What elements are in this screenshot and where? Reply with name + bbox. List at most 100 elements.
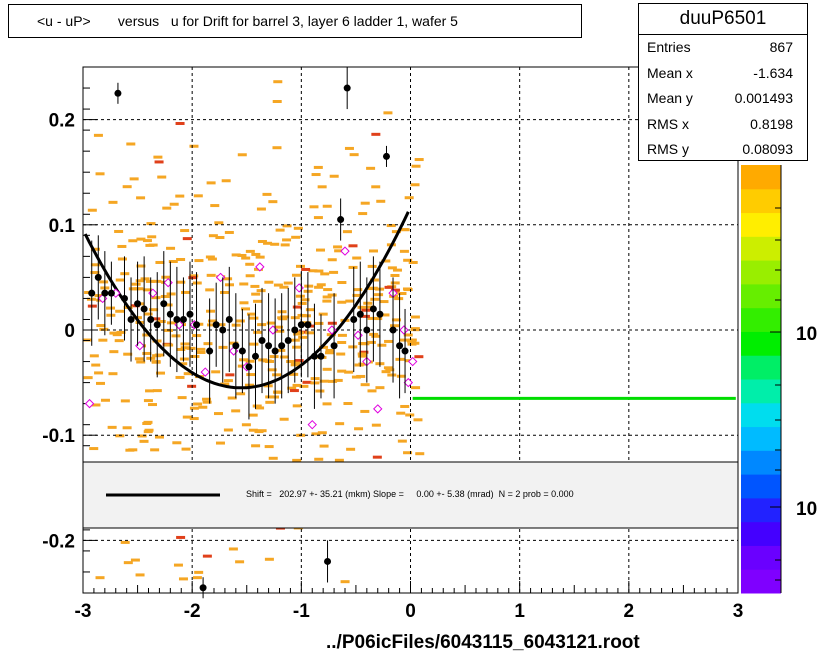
- hist-cell: [333, 245, 343, 249]
- colorbar-bin: [741, 212, 781, 237]
- hist-cell: [290, 316, 300, 320]
- hist-cell: [279, 417, 289, 421]
- hist-cell: [352, 293, 362, 297]
- hist-cell: [211, 370, 221, 374]
- hist-cell: [128, 239, 138, 243]
- hist-cell: [404, 196, 414, 200]
- hist-cell: [115, 434, 125, 438]
- hist-cell: [134, 287, 144, 291]
- hist-cell: [192, 576, 202, 580]
- profile-point: [127, 315, 135, 323]
- profile-point: [101, 289, 109, 297]
- open-marker: [340, 246, 350, 256]
- hist-cell: [302, 380, 312, 384]
- hist-cell: [322, 295, 332, 299]
- hist-cell: [377, 343, 387, 347]
- hist-cell: [314, 269, 324, 273]
- hist-cell: [202, 397, 212, 401]
- hist-cell: [131, 282, 141, 286]
- x-tick-label: 2: [624, 601, 635, 622]
- hist-cell: [150, 448, 160, 452]
- hist-cell: [337, 340, 347, 344]
- hist-cell: [143, 430, 153, 434]
- hist-cell: [272, 146, 282, 150]
- profile-point: [297, 321, 305, 329]
- hist-cell: [117, 244, 127, 248]
- x-tick-label: 1: [514, 601, 525, 622]
- hist-cell: [251, 252, 261, 256]
- hist-cell: [410, 315, 420, 319]
- y-tick-label: -0.2: [42, 531, 75, 552]
- hist-cell: [180, 229, 190, 233]
- hist-cell: [293, 332, 303, 336]
- open-marker: [84, 398, 95, 409]
- hist-cell: [357, 354, 367, 358]
- profile-point: [186, 310, 194, 318]
- hist-cell: [96, 381, 106, 385]
- colorbar-bin: [741, 283, 781, 309]
- hist-cell: [207, 323, 217, 327]
- hist-cell: [129, 177, 139, 181]
- hist-cell: [208, 319, 218, 323]
- hist-cell: [136, 264, 146, 268]
- hist-cell: [128, 448, 138, 452]
- hist-cell: [265, 395, 275, 399]
- hist-cell: [286, 360, 296, 364]
- colorbar-bin: [741, 355, 781, 380]
- hist-cell: [194, 259, 204, 263]
- stats-value: 867: [769, 39, 793, 55]
- hist-cell: [164, 343, 174, 347]
- colorbar-bin: [741, 402, 781, 428]
- hist-cell: [189, 406, 199, 410]
- hist-cell: [292, 458, 302, 462]
- axes: -3 -2 -1 0 1 2 3 -0.2 -0.1 0 0.1 0.2: [42, 66, 743, 622]
- profile-point: [251, 352, 259, 360]
- hist-cell: [223, 277, 233, 281]
- hist-cell: [122, 426, 132, 430]
- profile-point: [114, 89, 122, 97]
- hist-cell: [206, 273, 216, 277]
- hist-cell: [300, 298, 310, 302]
- hist-cell: [145, 389, 155, 393]
- hist-cell: [348, 265, 358, 269]
- hist-cell: [87, 208, 97, 212]
- hist-cell: [198, 405, 208, 409]
- hist-cell: [262, 192, 272, 196]
- hist-cell: [134, 357, 144, 361]
- hist-cell: [327, 258, 337, 262]
- hist-cell: [112, 333, 122, 337]
- hist-cell: [114, 339, 124, 343]
- stats-row-mean-y: Mean y 0.001493: [639, 86, 807, 112]
- hist-cell: [320, 272, 330, 276]
- hist-cell: [407, 338, 417, 342]
- hist-cell: [369, 278, 379, 282]
- hist-cell: [373, 317, 383, 321]
- hist-cell: [245, 384, 255, 388]
- hist-cell: [367, 287, 377, 291]
- hist-cell: [410, 341, 420, 345]
- hist-cell: [370, 297, 380, 301]
- hist-cell: [106, 306, 116, 310]
- hist-cell: [123, 561, 133, 565]
- hist-cell: [231, 409, 241, 413]
- chart-title: <u - uP> versus u for Drift for barrel 3…: [8, 4, 582, 38]
- open-marker: [200, 367, 210, 377]
- hist-cell: [386, 224, 396, 228]
- hist-cell: [396, 374, 406, 378]
- hist-cell: [186, 346, 196, 350]
- profile-point: [193, 321, 201, 329]
- profile-point: [225, 315, 233, 323]
- hist-cell: [148, 243, 158, 247]
- hist-cell: [273, 390, 283, 394]
- hist-cell: [142, 351, 152, 355]
- hist-cell: [126, 142, 136, 146]
- stats-row-entries: Entries 867: [639, 35, 807, 61]
- data-marks: [83, 67, 736, 599]
- hist-cell: [99, 280, 109, 284]
- hist-cell: [183, 372, 193, 376]
- hist-cell: [178, 577, 188, 581]
- hist-cell: [297, 301, 307, 305]
- hist-cell: [87, 304, 97, 308]
- hist-cell: [336, 352, 346, 356]
- hist-cell: [317, 431, 327, 435]
